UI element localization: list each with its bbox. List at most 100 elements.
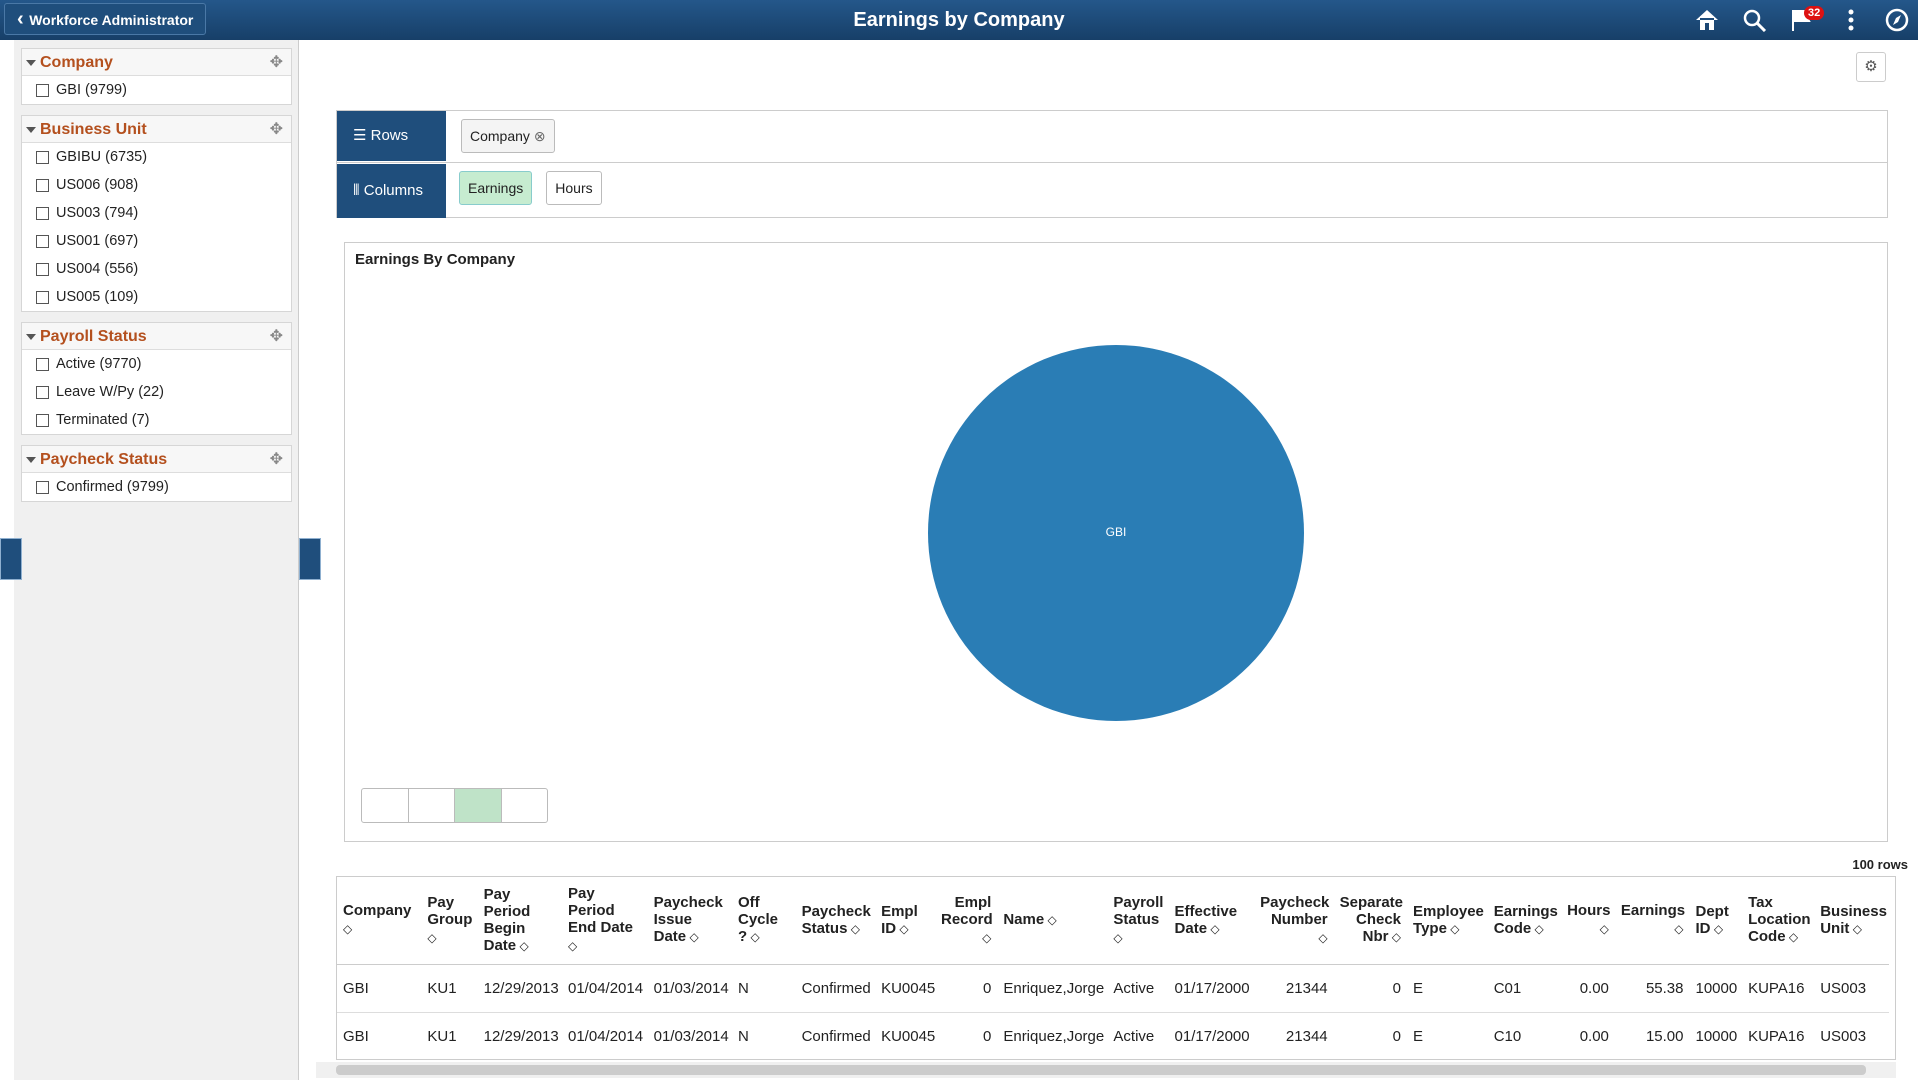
column-header[interactable]: Dept ID [1689,877,1743,965]
hbar-chart-button[interactable] [502,789,548,822]
facet-title[interactable]: Payroll Status [22,323,291,350]
table-cell: 01/17/2000 [1168,964,1255,1013]
table-cell: 0 [1333,964,1408,1013]
facet-item[interactable]: Terminated (7) [22,406,291,434]
column-header[interactable]: Paycheck Number [1254,877,1334,965]
column-header[interactable]: Empl ID [875,877,935,965]
columns-label: ⦀ Columns [337,164,446,218]
column-header[interactable]: Earnings [1614,877,1690,965]
column-header[interactable]: Payroll Status [1107,877,1169,965]
column-header[interactable]: Earnings Code [1487,877,1562,965]
column-header[interactable]: Business Unit [1814,877,1889,965]
column-header[interactable]: Paycheck Issue Date [647,877,732,965]
table-cell: Enriquez,Jorge [997,1012,1108,1059]
collapse-tab[interactable] [299,538,321,580]
menu-icon[interactable] [1838,8,1864,32]
collapse-tab[interactable] [0,538,22,580]
header: Workforce Administrator Earnings by Comp… [0,0,1918,40]
facet-item[interactable]: GBI (9799) [22,76,291,104]
facet: Paycheck StatusConfirmed (9799) [21,445,292,502]
settings-button[interactable]: ⚙ [1856,52,1886,82]
facet-item[interactable]: US001 (697) [22,227,291,255]
pivot-panel: ☰ Rows ⦀ Columns Company ⊗ Earnings Hours [336,110,1888,218]
table-cell: 01/04/2014 [562,964,648,1013]
table-cell: 12/29/2013 [477,964,562,1013]
table-cell: N [731,964,796,1013]
column-header[interactable]: Name [997,877,1108,965]
table-cell: KU0045 [875,1012,935,1059]
table-cell: 21344 [1254,964,1334,1013]
facet-item[interactable]: Confirmed (9799) [22,473,291,501]
table-row: GBI KU1 12/29/2013 01/04/2014 01/03/2014 N Con… [337,1012,1889,1059]
column-chip[interactable]: Earnings [459,171,533,205]
facet-title[interactable]: Paycheck Status [22,446,291,473]
pie-slice [928,345,1304,721]
column-header[interactable]: Separate Check Nbr [1333,877,1408,965]
column-chips: Earnings Hours [459,171,602,205]
row-chips: Company ⊗ [461,119,555,153]
table-cell: 0 [934,1012,998,1059]
facet-item[interactable]: US006 (908) [22,171,291,199]
facet-title[interactable]: Business Unit [22,116,291,143]
column-header[interactable]: Company [337,877,422,965]
table-cell: KU1 [421,1012,478,1059]
scroll-thumb[interactable] [336,1065,1866,1075]
table-cell: E [1407,964,1488,1013]
table-cell: US003 [1814,964,1889,1013]
back-button[interactable]: Workforce Administrator [4,3,207,35]
search-icon[interactable] [1742,8,1768,32]
table-cell: 15.00 [1614,1012,1690,1059]
table-cell: 01/03/2014 [647,1012,732,1059]
column-header[interactable]: Paycheck Status [795,877,876,965]
facet-item[interactable]: US004 (556) [22,255,291,283]
scrollbar[interactable] [316,1062,1896,1078]
facet-item[interactable]: Active (9770) [22,350,291,378]
table-cell: N [731,1012,796,1059]
facet-item[interactable]: Leave W/Py (22) [22,378,291,406]
data-table: CompanyPay GroupPay Period Begin DatePay… [337,877,1889,1059]
table-cell: 01/17/2000 [1168,1012,1255,1059]
column-header[interactable]: Employee Type [1407,877,1488,965]
facet-item[interactable]: US005 (109) [22,283,291,311]
pie-chart-button[interactable] [455,789,502,822]
table-cell: KUPA16 [1742,1012,1815,1059]
row-chip[interactable]: Company ⊗ [461,119,555,153]
bar-chart-button[interactable] [362,789,409,822]
column-header[interactable]: Pay Period End Date [562,877,648,965]
page-title: Earnings by Company [853,9,1065,31]
column-header[interactable]: Pay Period Begin Date [477,877,562,965]
table-cell: GBI [337,1012,422,1059]
table-cell: 12/29/2013 [477,1012,562,1059]
table-cell: 10000 [1689,964,1743,1013]
table-cell: 21344 [1254,1012,1334,1059]
column-header[interactable]: Effective Date [1168,877,1255,965]
remove-icon[interactable]: ⊗ [533,128,546,144]
column-header[interactable]: Empl Record [934,877,998,965]
table-cell: KU0045 [875,964,935,1013]
column-chip[interactable]: Hours [546,171,602,205]
facet-item[interactable]: GBIBU (6735) [22,143,291,171]
column-header[interactable]: Hours [1561,877,1615,965]
line-chart-button[interactable] [409,789,455,822]
table-cell: 01/03/2014 [647,964,732,1013]
facet-title[interactable]: Company [22,49,291,76]
table-cell: Confirmed [795,1012,876,1059]
table-cell: Active [1107,1012,1169,1059]
column-header[interactable]: Off Cycle ? [731,877,796,965]
table-cell: GBI [337,964,422,1013]
column-header[interactable]: Tax Location Code [1742,877,1815,965]
facet-item[interactable]: US003 (794) [22,199,291,227]
table-cell: 10000 [1689,1012,1743,1059]
table-cell: US003 [1814,1012,1889,1059]
navbar-icon[interactable] [1884,8,1910,32]
home-icon[interactable] [1694,8,1720,32]
table-cell: 0 [934,964,998,1013]
table-cell: Active [1107,964,1169,1013]
chart-type-buttons [361,788,548,823]
table-wrapper: CompanyPay GroupPay Period Begin DatePay… [336,876,1896,1060]
column-header[interactable]: Pay Group [421,877,478,965]
chart-title: Earnings By Company [355,251,516,268]
slice-label: GBI [1106,525,1127,539]
